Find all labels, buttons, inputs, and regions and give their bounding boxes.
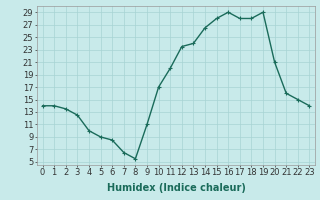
X-axis label: Humidex (Indice chaleur): Humidex (Indice chaleur)	[107, 183, 245, 193]
